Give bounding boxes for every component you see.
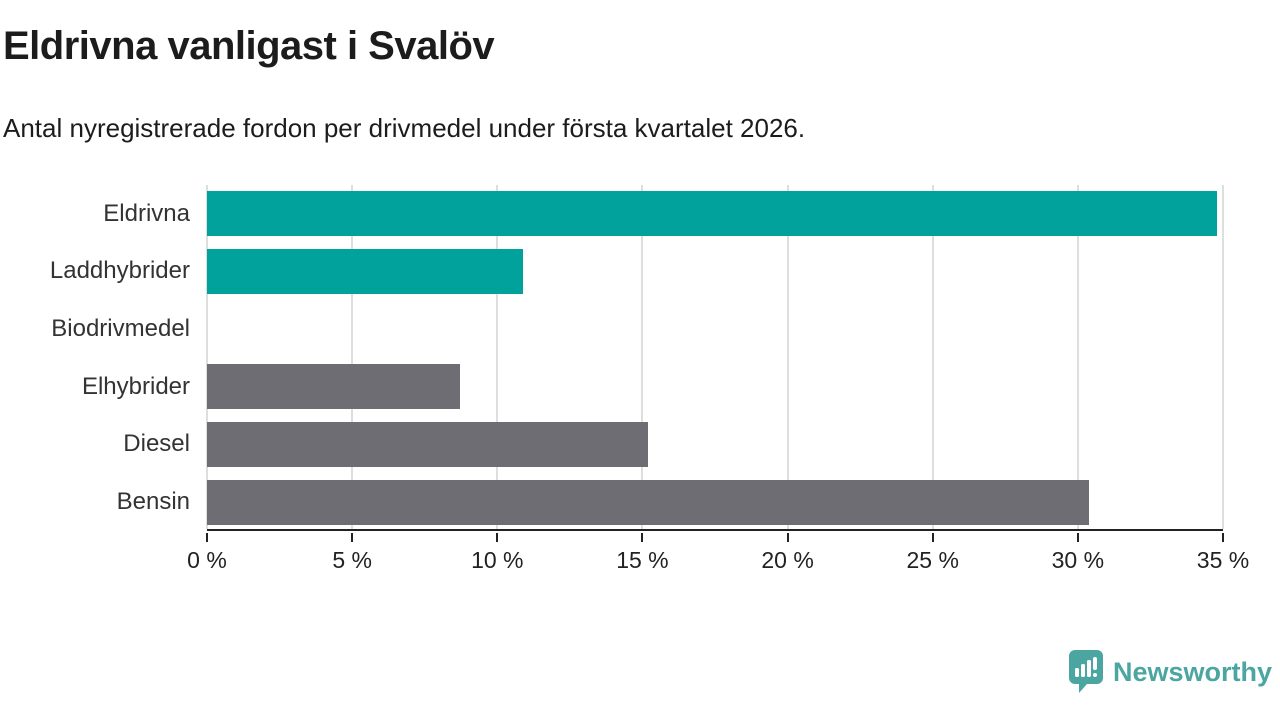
bar bbox=[207, 422, 649, 467]
category-label: Diesel bbox=[123, 430, 190, 458]
bar bbox=[207, 364, 460, 410]
logo-text: Newsworthy bbox=[1112, 657, 1272, 687]
plot-area bbox=[206, 185, 1224, 531]
bar bbox=[207, 249, 524, 294]
category-label: Bensin bbox=[116, 488, 190, 516]
axis-tick-label: 10 % bbox=[471, 547, 524, 573]
axis-tick bbox=[931, 533, 934, 542]
gridline bbox=[641, 185, 644, 529]
axis-tick bbox=[1222, 533, 1224, 542]
chart-subtitle: Antal nyregistrerade fordon per drivmede… bbox=[3, 113, 806, 143]
axis-tick-label: 5 % bbox=[332, 547, 372, 573]
bar bbox=[207, 191, 1218, 237]
category-label: Eldrivna bbox=[103, 199, 190, 227]
axis-tick bbox=[351, 533, 354, 542]
axis-tick-label: 25 % bbox=[906, 547, 959, 573]
axis-tick-label: 0 % bbox=[187, 547, 227, 573]
axis-tick-label: 30 % bbox=[1051, 547, 1105, 573]
axis-tick-label: 15 % bbox=[616, 547, 669, 573]
bar bbox=[207, 479, 1090, 525]
gridline bbox=[1222, 185, 1224, 529]
gridline bbox=[351, 185, 354, 529]
newsworthy-logo: Newsworthy bbox=[1068, 650, 1272, 694]
category-label: Elhybrider bbox=[81, 372, 190, 400]
axis-tick bbox=[206, 533, 208, 542]
newsworthy-logo-icon bbox=[1068, 650, 1103, 693]
gridline bbox=[496, 185, 499, 529]
gridline bbox=[786, 185, 789, 529]
gridline bbox=[1076, 185, 1079, 529]
x-axis: 0 % 5 % 10 % 15 % 20 % 25 % 30 % 35 % bbox=[187, 533, 1249, 583]
category-label: Laddhybrider bbox=[49, 257, 190, 285]
category-label: Biodrivmedel bbox=[51, 315, 190, 343]
gridline bbox=[206, 185, 208, 529]
axis-tick bbox=[786, 533, 789, 542]
chart-title: Eldrivna vanligast i Svalöv bbox=[3, 24, 495, 68]
category-labels: Eldrivna Laddhybrider Biodrivmedel Elhybrid… bbox=[0, 185, 190, 531]
axis-tick bbox=[1076, 533, 1079, 542]
gridline bbox=[931, 185, 934, 529]
axis-tick-label: 20 % bbox=[761, 547, 814, 573]
axis-tick-label: 35 % bbox=[1196, 547, 1250, 573]
axis-tick bbox=[641, 533, 644, 542]
axis-tick bbox=[496, 533, 499, 542]
